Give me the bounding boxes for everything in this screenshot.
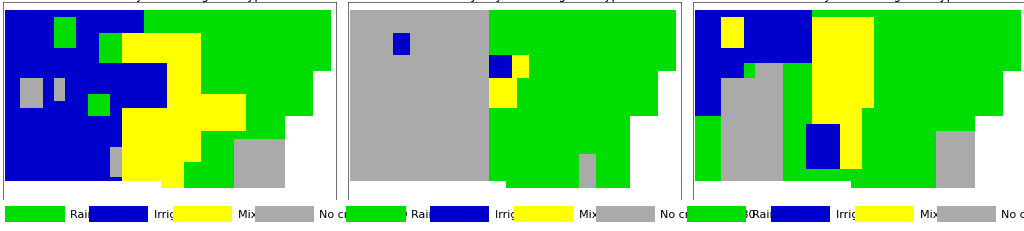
Bar bbox=[346, 206, 406, 222]
Title: (a) US county Maize irrigation types: (a) US county Maize irrigation types bbox=[63, 0, 275, 2]
Bar bbox=[173, 206, 232, 222]
Text: Mixed: 274: Mixed: 274 bbox=[579, 210, 640, 220]
Text: Mixed: 416: Mixed: 416 bbox=[920, 210, 981, 220]
Bar bbox=[89, 206, 148, 222]
Title: (b) US county Soybeans irrigation types: (b) US county Soybeans irrigation types bbox=[397, 0, 632, 2]
Bar bbox=[687, 206, 746, 222]
Title: (c) US county Wheat irrigation types: (c) US county Wheat irrigation types bbox=[752, 0, 968, 2]
Text: Irrigated: 376: Irrigated: 376 bbox=[154, 210, 229, 220]
Text: Irrigated: 100: Irrigated: 100 bbox=[495, 210, 570, 220]
Bar bbox=[937, 206, 996, 222]
Text: Mixed: 776: Mixed: 776 bbox=[238, 210, 299, 220]
Bar bbox=[514, 206, 573, 222]
Bar bbox=[855, 206, 914, 222]
Text: Rainfed: 1855: Rainfed: 1855 bbox=[70, 210, 147, 220]
Bar bbox=[771, 206, 830, 222]
Text: No cropping: 580: No cropping: 580 bbox=[660, 210, 756, 220]
Text: Rainfed: 2446: Rainfed: 2446 bbox=[752, 210, 829, 220]
Text: No cropping: 79: No cropping: 79 bbox=[319, 210, 409, 220]
Text: Rainfed: 2132: Rainfed: 2132 bbox=[411, 210, 488, 220]
Bar bbox=[596, 206, 655, 222]
Bar bbox=[255, 206, 314, 222]
Bar bbox=[430, 206, 489, 222]
Bar bbox=[5, 206, 65, 222]
Text: No cropping: 178: No cropping: 178 bbox=[1001, 210, 1024, 220]
Text: Irrigated: 46: Irrigated: 46 bbox=[836, 210, 904, 220]
